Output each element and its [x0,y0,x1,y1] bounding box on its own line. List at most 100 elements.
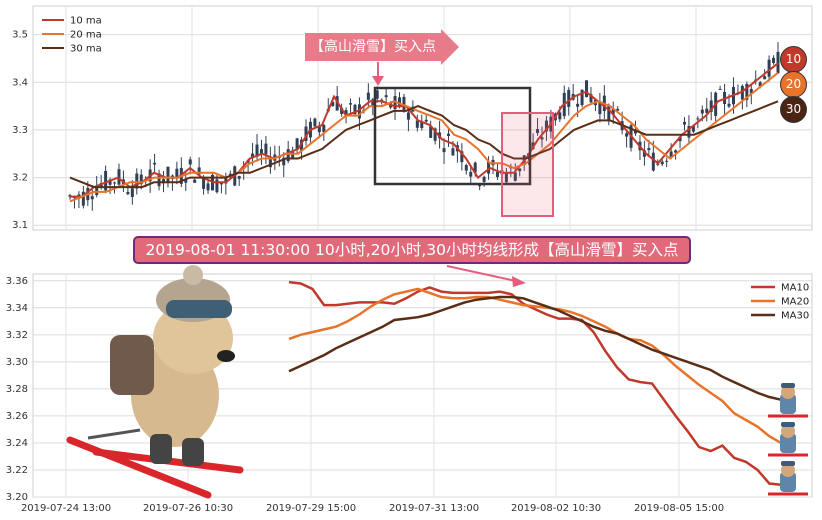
x-tick-label: 2019-07-29 15:00 [266,503,356,514]
dog-head [153,302,233,374]
y-tick-label: 3.24 [6,438,28,449]
ma-line-MA10 [288,280,782,487]
candle-body [166,166,170,184]
candle-body [108,179,112,185]
candle-body [687,126,691,138]
candle-body [371,99,375,107]
candle-body [193,179,197,183]
y-tick-label: 3.28 [6,384,28,395]
ma-line-30ma [69,100,779,189]
ski-icon [66,436,212,499]
mini-skier-head [781,463,795,477]
ma30-badge: 30 [781,97,806,122]
bottom-legend: MA10 MA20 MA30 [751,283,809,322]
candle-body [749,88,753,94]
candle-body [576,103,580,107]
candle-body [366,92,370,100]
mini-skier-icon [768,383,808,418]
goggles-icon [166,300,232,318]
candle-body [473,162,477,173]
candle-body [691,126,695,132]
candle-body [153,162,157,165]
candle-body [384,95,388,98]
candle-body [536,129,540,134]
candle-body [718,88,722,90]
mini-skier-helmet [781,461,795,466]
y-tick-label: 3.20 [6,492,28,503]
candle-body [259,149,263,155]
banner-pointer-head [512,276,526,287]
candle-body [669,151,673,158]
candle-body [420,121,424,129]
candle-body [660,161,664,165]
callout-label: 【高山滑雪】买入点 [305,33,441,61]
skiing-dog-illustration [66,265,244,499]
candle-body [157,173,161,187]
candle-body [567,90,571,107]
candle-body [126,192,130,195]
candle-body [540,137,544,140]
candle-body [607,105,611,122]
beanie-pompom [183,265,203,285]
callout-arrow-icon [441,29,459,65]
candle-body [398,97,402,108]
signal-banner: 2019-08-01 11:30:00 10小时,20小时,30小时均线形成【高… [133,236,691,264]
mini-skier-head [781,424,795,438]
banner-pointer [446,265,517,282]
candle-body [580,89,584,106]
candle-body [402,96,406,110]
x-tick-label: 2019-07-26 10:30 [143,503,233,514]
candle-body [585,80,589,98]
legend-label: MA30 [781,311,809,322]
y-tick-label: 3.4 [12,77,28,88]
candle-body [446,133,450,137]
decorations [66,265,808,499]
candle-body [433,128,437,141]
candle-body [130,188,134,197]
candle-body [202,178,206,189]
ma-line-MA20 [288,287,782,444]
candle-body [228,173,232,176]
candle-body [353,104,357,115]
y-tick-label: 3.3 [12,125,28,136]
candle-body [469,171,473,177]
mini-skier-head [781,385,795,399]
candle-body [162,179,166,184]
buy-zone-box [501,112,554,217]
buy-point-callout: 【高山滑雪】买入点 [305,29,459,65]
candle-body [286,149,290,162]
candle-body [460,151,464,163]
candle-body [696,118,700,120]
candle-body [589,94,593,103]
candle-body [349,103,353,105]
y-tick-label: 3.30 [6,357,28,368]
candle-body [264,143,268,155]
candle-body [767,59,771,77]
candle-body [709,100,713,112]
candle-body [763,76,767,80]
candle-body [184,179,188,183]
candle-body [188,159,192,165]
candle-body [647,148,651,151]
candle-body [90,196,94,200]
candle-body [745,83,749,100]
candle-body [380,99,384,101]
candle-body [464,165,468,171]
candle-body [304,126,308,141]
x-tick-label: 2019-07-31 13:00 [389,503,479,514]
candle-body [478,184,482,187]
candle-body [331,101,335,107]
candle-body [237,176,241,179]
candle-body [665,160,669,162]
candle-body [758,82,762,87]
y-tick-label: 3.32 [6,330,28,341]
boot-icon [150,434,172,464]
x-tick-label: 2019-08-02 10:30 [511,503,601,514]
legend-label: 20 ma [70,30,102,41]
candle-body [104,170,108,191]
y-tick-label: 3.1 [12,220,28,231]
candle-body [282,157,286,166]
candle-body [340,107,344,114]
candle-body [313,118,317,127]
callout-pointer-head [372,76,384,86]
